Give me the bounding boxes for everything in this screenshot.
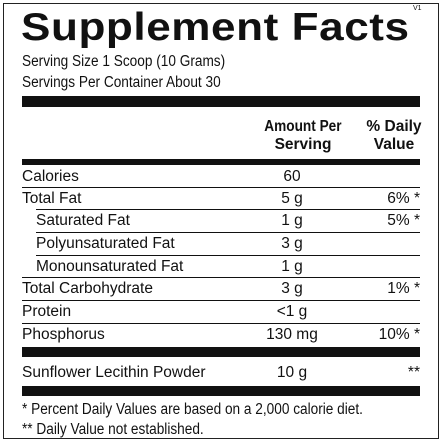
row-amount: 3 g [281,235,303,252]
row-name: Protein [22,303,72,320]
thick-rule-bottom [22,386,420,396]
amount-header-line2: Serving [274,136,332,153]
version-mark: V1 [413,5,422,12]
row-name: Calories [22,168,79,185]
row-name: Polyunsaturated Fat [36,235,175,252]
other-ingredient-name: Sunflower Lecithin Powder [22,364,206,381]
row-amount: 3 g [281,280,303,297]
row-amount: <1 g [276,303,308,320]
servings-per-container-text: Servings Per Container About 30 [22,74,221,91]
row-daily-value: 1% * [387,280,420,297]
row-divider [36,232,420,233]
row-divider [36,255,420,256]
other-ingredient-daily-value: ** [407,364,420,381]
amount-header-line1: Amount Per [264,118,342,135]
footnote-percent-dv-text: * Percent Daily Values are based on a 2,… [22,401,363,418]
footnote-dv-not-established: ** Daily Value not established. [22,421,229,439]
row-divider [22,300,420,301]
row-divider [36,209,420,210]
thick-rule-top [22,96,420,107]
thick-rule-header [22,159,420,165]
row-name: Total Carbohydrate [22,280,153,297]
dv-header-line1: % Daily [366,118,422,135]
serving-size: Serving Size 1 Scoop (10 Grams) [22,53,253,71]
row-name: Phosphorus [22,326,105,343]
serving-size-text: Serving Size 1 Scoop (10 Grams) [22,53,226,70]
footnote-percent-dv: * Percent Daily Values are based on a 2,… [22,401,409,419]
row-amount: 130 mg [266,326,318,343]
row-name: Total Fat [22,190,82,207]
row-amount: 5 g [281,190,303,207]
amount-per-serving-header: Amount Per Serving [252,118,354,154]
footnote-dv-not-established-text: ** Daily Value not established. [22,421,204,438]
panel-title-text: Supplement Facts [21,6,410,49]
thick-rule-other [22,347,420,357]
row-daily-value: 5% * [387,212,420,229]
row-divider [22,187,420,188]
row-amount: 60 [283,168,301,185]
dv-header-line2: Value [373,136,415,153]
row-daily-value: 6% * [387,190,420,207]
row-amount: 1 g [281,258,303,275]
row-daily-value: 10% * [378,326,420,343]
supplement-facts-panel [3,3,439,439]
row-name: Monounsaturated Fat [36,258,184,275]
daily-value-header: % Daily Value [360,118,428,154]
servings-per-container: Servings Per Container About 30 [22,74,248,92]
row-divider [22,323,420,324]
other-ingredient-amount: 10 g [276,364,308,381]
row-divider [22,277,420,278]
row-amount: 1 g [281,212,303,229]
panel-title: Supplement Facts [21,4,409,52]
row-name: Saturated Fat [36,212,130,229]
